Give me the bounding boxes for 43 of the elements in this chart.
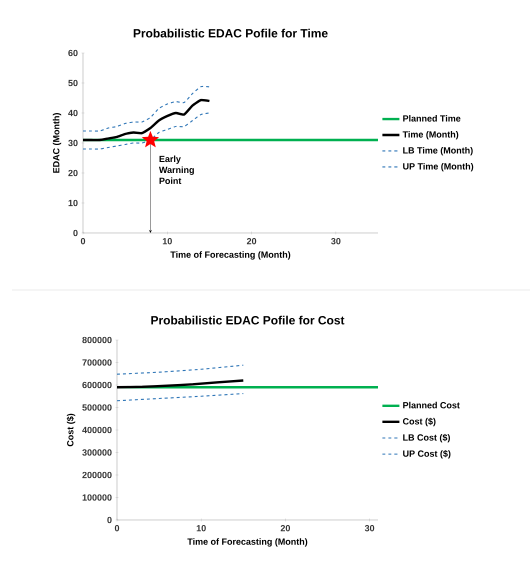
x-tick-label: 30: [330, 238, 340, 244]
legend-label: UP Cost ($): [403, 450, 450, 459]
y-tick-label: 50: [68, 80, 78, 86]
chart-title: Probabilistic EDAC Pofile for Time: [134, 28, 328, 38]
legend-label: Time (Month): [402, 131, 458, 140]
x-tick-label: 20: [280, 525, 290, 532]
y-axis-title: Cost ($): [66, 414, 76, 446]
chart-title: Probabilistic EDAC Pofile for Cost: [151, 316, 344, 324]
y-tick-label: 700000: [82, 359, 112, 366]
y-tick-label: 40: [68, 110, 78, 116]
x-tick-label: 30: [364, 525, 374, 532]
legend-label: LB Cost ($): [403, 434, 450, 442]
x-axis-title: Time of Forecasting (Month): [187, 538, 308, 547]
x-tick-label: 10: [162, 238, 172, 244]
line-series: [116, 393, 244, 402]
line-series: [116, 364, 244, 375]
line-series: [116, 379, 244, 388]
y-tick-label: 10: [68, 200, 78, 206]
y-tick-label: 60: [68, 50, 78, 56]
legend-label: Planned Cost: [403, 402, 460, 408]
y-tick-label: 30: [68, 140, 78, 146]
y-tick-label: 0: [73, 230, 78, 236]
y-axis-title: EDAC (Month): [52, 113, 62, 173]
legend-label: UP Time (Month): [403, 162, 474, 172]
annotation: Early Warning Point: [158, 156, 194, 184]
y-tick-label: 20: [68, 170, 78, 176]
x-tick-label: 10: [196, 525, 206, 532]
line-series: [82, 112, 210, 150]
y-tick-label: 600000: [82, 382, 112, 388]
y-tick-label: 100000: [82, 494, 112, 501]
x-tick-label: 0: [114, 525, 120, 532]
line-series: [82, 86, 210, 132]
legend-label: Cost ($): [402, 418, 436, 426]
legend-label: LB Time (Month): [403, 146, 473, 156]
x-axis-title: Time of Forecasting (Month): [170, 251, 290, 260]
y-tick-label: 0: [107, 516, 112, 524]
y-tick-label: 800000: [82, 336, 112, 344]
y-tick-label: 300000: [82, 449, 112, 456]
y-tick-label: 200000: [82, 472, 112, 478]
legend-label: Planned Time: [403, 115, 460, 122]
y-tick-label: 500000: [82, 404, 112, 411]
y-tick-label: 400000: [82, 426, 112, 434]
x-tick-label: 20: [246, 238, 256, 244]
